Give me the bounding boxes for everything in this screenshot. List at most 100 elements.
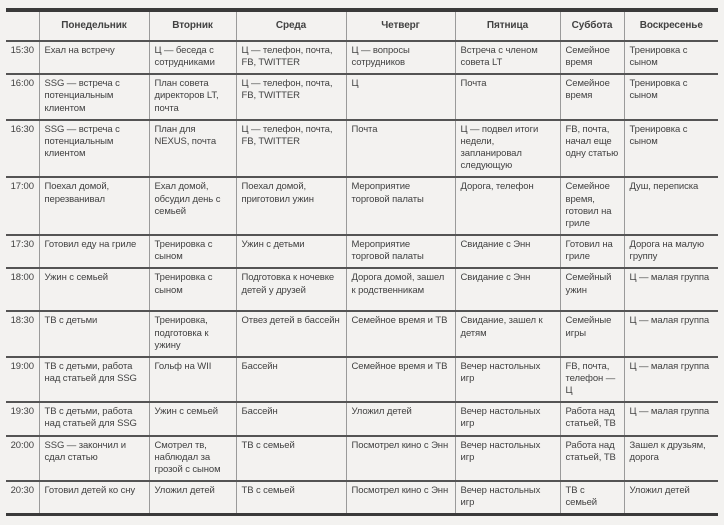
schedule-cell: Семейное время и ТВ (345, 355, 455, 403)
schedule-cell: Ц — малая группа (623, 310, 718, 357)
schedule-cell: Ехал на встречу (38, 39, 149, 75)
schedule-cell: Тренировка, подготовка к ужину (148, 310, 236, 357)
schedule-cell: Ц — малая группа (623, 355, 718, 403)
schedule-cell: Уложил детей (623, 480, 718, 515)
schedule-cell: ТВ с детьми, работа над статьей для SSG (38, 401, 149, 436)
time-label: 17:00 (6, 176, 39, 236)
schedule-cell: Свидание, зашел к детям (454, 310, 560, 357)
schedule-cell: Мероприятие торговой палаты (345, 234, 455, 269)
schedule-cell: Семейное время, готовил на гриле (559, 176, 624, 236)
table-row: 18:00 Ужин с семьей Тренировка с сыном Подг… (6, 267, 718, 312)
schedule-cell: Готовил на гриле (559, 234, 624, 269)
schedule-cell: Работа над статьей, ТВ (559, 401, 624, 436)
table-row: 19:30 ТВ с детьми, работа над статьей для… (6, 401, 718, 436)
table-row: 17:00 Поехал домой, перезванивал Ехал домо… (6, 176, 718, 236)
schedule-cell: Тренировка с сыном (148, 234, 236, 269)
table-row: 18:30 ТВ с детьми Тренировка, подготовка к… (6, 310, 718, 357)
schedule-cell: ТВ с семьей (235, 480, 346, 515)
weekly-schedule-table: Понедельник Вторник Среда Четверг Пятница Суб… (6, 8, 718, 517)
schedule-cell: Готовил детей ко сну (38, 480, 149, 515)
time-label: 16:00 (6, 73, 39, 120)
time-label: 16:30 (6, 118, 39, 178)
time-label: 17:30 (6, 234, 39, 269)
table-row: 17:30 Готовил еду на гриле Тренировка с сы… (6, 234, 718, 269)
schedule-cell: Ц — подвел итоги недели, запланировал сл… (454, 118, 560, 178)
schedule-cell: Семейное время (559, 39, 624, 75)
schedule-cell: Смотрел тв, наблюдал за грозой с сыном (148, 434, 236, 482)
schedule-cell: Свидание с Энн (454, 234, 560, 269)
schedule-cell: Ц — малая группа (623, 401, 718, 436)
schedule-cell: Вечер настольных игр (454, 480, 560, 515)
time-label: 18:30 (6, 310, 39, 357)
schedule-cell: Тренировка с сыном (148, 267, 236, 312)
day-header: Среда (235, 10, 346, 41)
schedule-cell: ТВ с детьми (38, 310, 149, 357)
schedule-cell: FB, почта, телефон — Ц (559, 355, 624, 403)
schedule-cell: SSG — встреча с потенциальным клиентом (38, 73, 149, 120)
schedule-cell: Бассейн (235, 401, 346, 436)
day-header: Воскресенье (623, 10, 718, 41)
schedule-cell: Ц (345, 73, 455, 120)
schedule-cell: Уложил детей (345, 401, 455, 436)
schedule-cell: Ц — телефон, почта, FB, TWITTER (235, 39, 346, 75)
schedule-cell: Душ, переписка (623, 176, 718, 236)
schedule-cell: SSG — закончил и сдал статью (38, 434, 149, 482)
schedule-cell: Вечер настольных игр (454, 434, 560, 482)
schedule-cell: Подготовка к ночевке детей у друзей (235, 267, 346, 312)
schedule-cell: ТВ с семьей (559, 480, 624, 515)
schedule-cell: Вечер настольных игр (454, 355, 560, 403)
schedule-cell: Семейный ужин (559, 267, 624, 312)
schedule-body: 15:30 Ехал на встречу Ц — беседа с сотрудн… (6, 39, 718, 515)
schedule-cell: Встреча с членом совета LT (454, 39, 560, 75)
time-label: 19:00 (6, 355, 39, 403)
table-row: 19:00 ТВ с детьми, работа над статьей для… (6, 355, 718, 403)
schedule-cell: Ц — телефон, почта, FB, TWITTER (235, 73, 346, 120)
schedule-cell: Вечер настольных игр (454, 401, 560, 436)
schedule-cell: FB, почта, начал еще одну статью (559, 118, 624, 178)
schedule-cell: Почта (454, 73, 560, 120)
schedule-cell: ТВ с семьей (235, 434, 346, 482)
schedule-cell: Готовил еду на гриле (38, 234, 149, 269)
schedule-cell: Ужин с семьей (38, 267, 149, 312)
schedule-cell: Ц — беседа с сотрудниками (148, 39, 236, 75)
schedule-cell: Семейное время (559, 73, 624, 120)
table-row: 20:30 Готовил детей ко сну Уложил детей ТВ … (6, 480, 718, 515)
table-row: 16:30 SSG — встреча с потенциальным клиен… (6, 118, 718, 178)
time-label: 20:00 (6, 434, 39, 482)
schedule-cell: Отвез детей в бассейн (235, 310, 346, 357)
schedule-cell: Тренировка с сыном (623, 73, 718, 120)
schedule-cell: Ц — телефон, почта, FB, TWITTER (235, 118, 346, 178)
schedule-cell: План совета директоров LT, почта (148, 73, 236, 120)
schedule-cell: Тренировка с сыном (623, 39, 718, 75)
schedule-cell: Работа над статьей, ТВ (559, 434, 624, 482)
schedule-cell: Зашел к друзьям, дорога (623, 434, 718, 482)
schedule-cell: План для NEXUS, почта (148, 118, 236, 178)
day-header: Вторник (148, 10, 236, 41)
time-label: 15:30 (6, 39, 39, 75)
day-header: Суббота (559, 10, 624, 41)
schedule-cell: Свидание с Энн (454, 267, 560, 312)
schedule-cell: ТВ с детьми, работа над статьей для SSG (38, 355, 149, 403)
schedule-cell: Ц — малая группа (623, 267, 718, 312)
schedule-cell: Уложил детей (148, 480, 236, 515)
schedule-cell: Тренировка с сыном (623, 118, 718, 178)
schedule-cell: Семейное время и ТВ (345, 310, 455, 357)
time-column-header (6, 10, 39, 41)
schedule-cell: Дорога на малую группу (623, 234, 718, 269)
day-header: Пятница (454, 10, 560, 41)
schedule-cell: Посмотрел кино с Энн (345, 434, 455, 482)
table-row: 20:00 SSG — закончил и сдал статью Смотрел… (6, 434, 718, 482)
time-label: 18:00 (6, 267, 39, 312)
day-header: Четверг (345, 10, 455, 41)
time-label: 20:30 (6, 480, 39, 515)
schedule-cell: Ужин с семьей (148, 401, 236, 436)
schedule-cell: Почта (345, 118, 455, 178)
schedule-cell: Поехал домой, приготовил ужин (235, 176, 346, 236)
schedule-cell: Гольф на WII (148, 355, 236, 403)
schedule-cell: Бассейн (235, 355, 346, 403)
table-row: 16:00 SSG — встреча с потенциальным клиен… (6, 73, 718, 120)
time-label: 19:30 (6, 401, 39, 436)
schedule-cell: Мероприятие торговой палаты (345, 176, 455, 236)
schedule-cell: Ужин с детьми (235, 234, 346, 269)
